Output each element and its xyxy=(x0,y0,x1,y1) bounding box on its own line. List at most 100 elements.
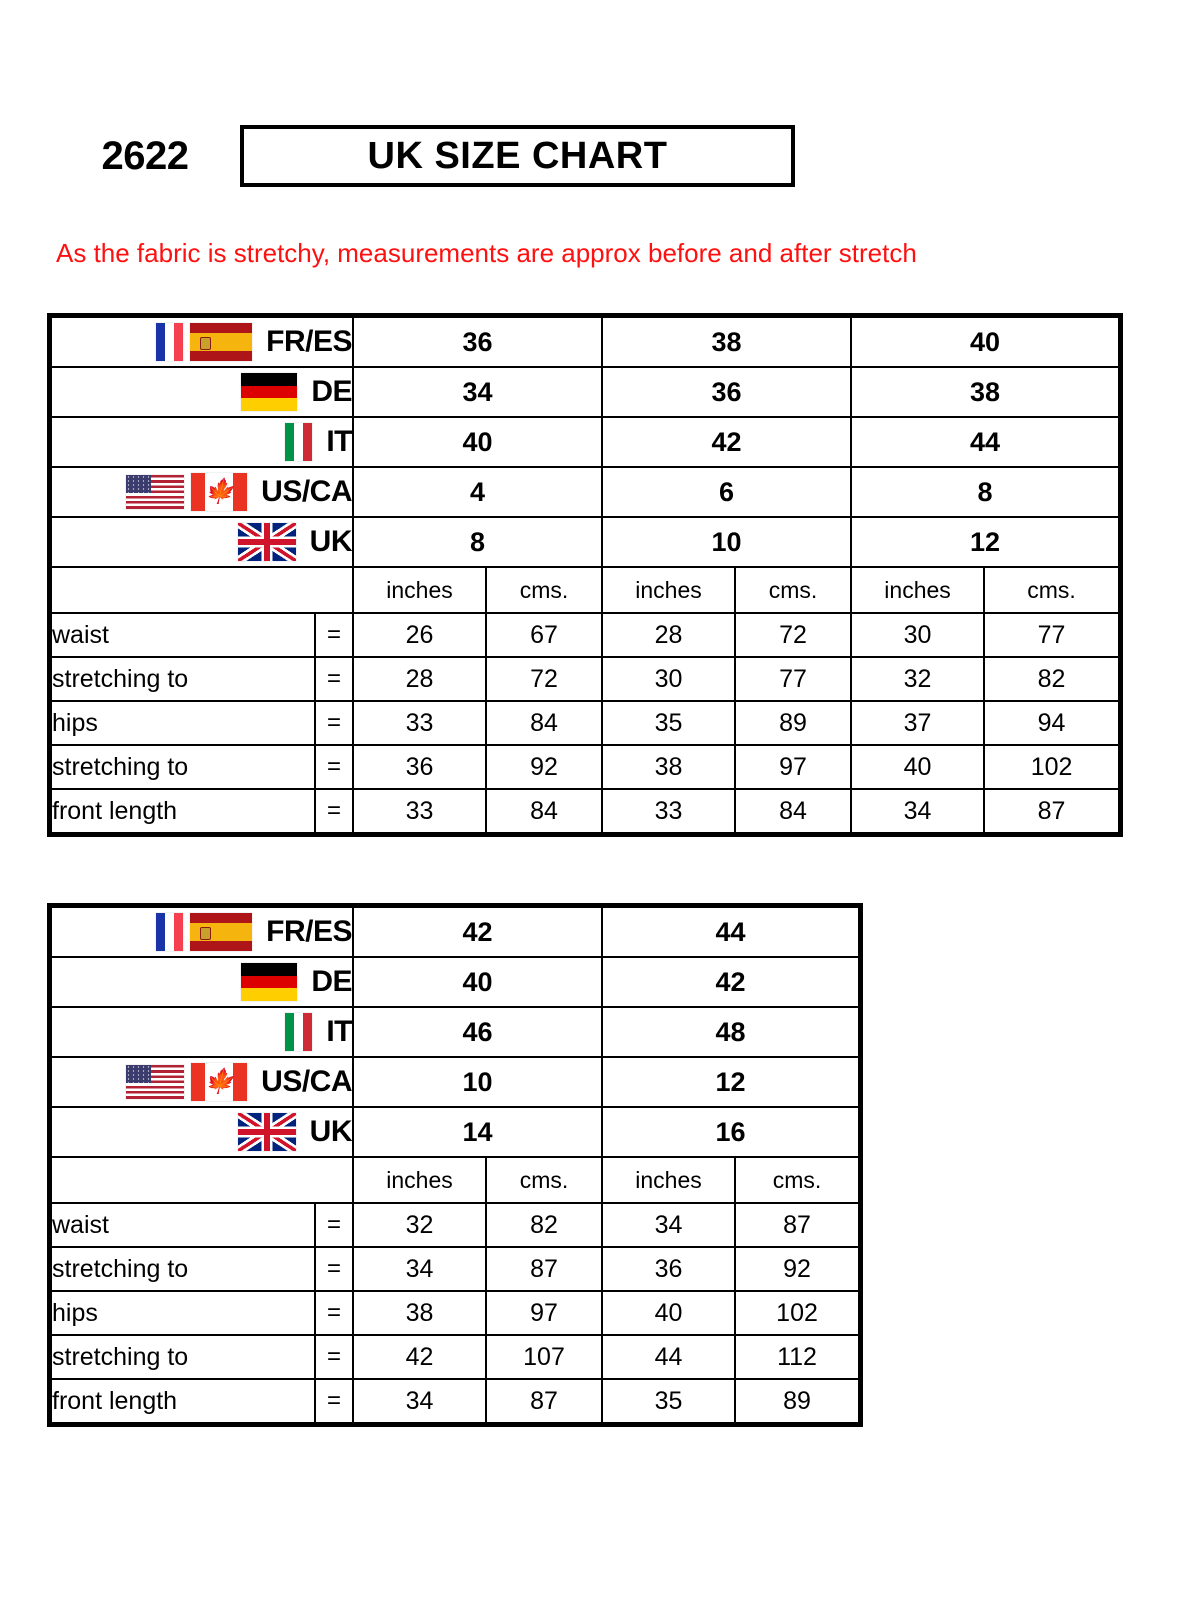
size-value: 8 xyxy=(850,466,1121,518)
region-label: UK xyxy=(309,525,353,558)
table-row: front length = 33 84 33 84 34 87 xyxy=(50,788,1121,834)
table-row-region-it: IT 40 42 44 xyxy=(49,416,1121,468)
size-value: 42 xyxy=(601,416,853,468)
region-label: US/CA xyxy=(261,475,353,508)
measurement-value: 102 xyxy=(983,744,1121,790)
region-label: FR/ES xyxy=(266,915,353,948)
size-value: 12 xyxy=(601,1056,861,1108)
equals-sign: = xyxy=(313,1202,355,1248)
unit-header-cms: cms. xyxy=(485,566,604,614)
size-value: 38 xyxy=(601,316,853,368)
measurement-label: stretching to xyxy=(50,744,316,790)
measurement-value: 42 xyxy=(352,1334,488,1380)
region-label: DE xyxy=(311,965,353,998)
units-blank-cell xyxy=(49,1156,355,1204)
size-value: 38 xyxy=(850,366,1121,418)
measurement-label: front length xyxy=(50,788,316,834)
table-row-region-de: DE 34 36 38 xyxy=(49,366,1121,418)
canada-flag: 🍁 xyxy=(191,473,248,511)
measurement-value: 87 xyxy=(485,1246,604,1292)
measurement-label: waist xyxy=(50,1202,316,1248)
measurement-value: 84 xyxy=(734,788,853,834)
table-row-region-uk: UK 14 16 xyxy=(49,1106,861,1158)
measurement-value: 72 xyxy=(734,612,853,658)
equals-sign: = xyxy=(313,1246,355,1292)
measurement-value: 34 xyxy=(352,1246,488,1292)
measurement-value: 92 xyxy=(485,744,604,790)
size-value: 8 xyxy=(352,516,604,568)
measurement-value: 82 xyxy=(485,1202,604,1248)
measurement-value: 34 xyxy=(352,1378,488,1424)
region-cell-it: IT xyxy=(49,416,355,468)
spain-flag xyxy=(190,913,253,951)
measurement-value: 87 xyxy=(734,1202,861,1248)
italy-flag xyxy=(285,423,313,461)
equals-sign: = xyxy=(313,656,355,702)
size-value: 34 xyxy=(352,366,604,418)
measurement-value: 72 xyxy=(485,656,604,702)
measurement-value: 36 xyxy=(352,744,488,790)
equals-sign: = xyxy=(313,1334,355,1380)
measurement-value: 28 xyxy=(352,656,488,702)
table-row: waist = 32 82 34 87 xyxy=(50,1202,861,1248)
units-blank-cell xyxy=(49,566,355,614)
measurement-value: 84 xyxy=(485,700,604,746)
region-label: IT xyxy=(326,425,353,458)
italy-flag xyxy=(285,1013,313,1051)
measurement-label: front length xyxy=(50,1378,316,1424)
measurement-value: 67 xyxy=(485,612,604,658)
measurement-value: 87 xyxy=(983,788,1121,834)
table-row: stretching to = 28 72 30 77 32 82 xyxy=(50,656,1121,702)
size-value: 10 xyxy=(601,516,853,568)
region-cell-uk: UK xyxy=(49,516,355,568)
measurement-label: waist xyxy=(50,612,316,658)
region-cell-it: IT xyxy=(49,1006,355,1058)
uk-flag xyxy=(237,1113,296,1151)
unit-header-inches: inches xyxy=(352,566,488,614)
measurement-value: 36 xyxy=(601,1246,737,1292)
region-label: IT xyxy=(326,1015,353,1048)
size-value: 10 xyxy=(352,1056,604,1108)
table-row: stretching to = 42 107 44 112 xyxy=(50,1334,861,1380)
spain-flag xyxy=(190,323,253,361)
equals-sign: = xyxy=(313,1378,355,1424)
unit-header-inches: inches xyxy=(850,566,986,614)
region-label: DE xyxy=(311,375,353,408)
measurement-label: stretching to xyxy=(50,1334,316,1380)
table-row-region-fres: FR/ES 36 38 40 xyxy=(49,316,1121,368)
equals-sign: = xyxy=(313,1290,355,1336)
measurement-value: 40 xyxy=(850,744,986,790)
measurement-value: 92 xyxy=(734,1246,861,1292)
table-row: hips = 38 97 40 102 xyxy=(50,1290,861,1336)
unit-header-inches: inches xyxy=(601,566,737,614)
size-value: 16 xyxy=(601,1106,861,1158)
size-value: 36 xyxy=(352,316,604,368)
region-label: UK xyxy=(309,1115,353,1148)
measurement-value: 38 xyxy=(352,1290,488,1336)
table-row: front length = 34 87 35 89 xyxy=(50,1378,861,1424)
measurement-value: 97 xyxy=(485,1290,604,1336)
size-value: 44 xyxy=(850,416,1121,468)
measurement-value: 40 xyxy=(601,1290,737,1336)
region-cell-de: DE xyxy=(49,956,355,1008)
measurement-value: 33 xyxy=(601,788,737,834)
unit-header-cms: cms. xyxy=(734,566,853,614)
measurement-value: 30 xyxy=(601,656,737,702)
france-flag xyxy=(156,913,184,951)
measurement-value: 33 xyxy=(352,788,488,834)
size-table-small: FR/ES 36 38 40 DE 34 36 38 xyxy=(46,313,1124,837)
region-cell-fres: FR/ES xyxy=(49,906,355,958)
size-value: 46 xyxy=(352,1006,604,1058)
measurement-value: 97 xyxy=(734,744,853,790)
size-value: 42 xyxy=(352,906,604,958)
page-title: UK SIZE CHART xyxy=(367,134,668,177)
table-row-region-usca: 🍁 US/CA 10 12 xyxy=(49,1056,861,1108)
measurement-value: 35 xyxy=(601,700,737,746)
measurement-value: 89 xyxy=(734,700,853,746)
measurement-value: 44 xyxy=(601,1334,737,1380)
measurement-value: 102 xyxy=(734,1290,861,1336)
measurement-label: hips xyxy=(50,1290,316,1336)
unit-header-inches: inches xyxy=(352,1156,488,1204)
table-row-region-usca: 🍁 US/CA 4 6 8 xyxy=(49,466,1121,518)
